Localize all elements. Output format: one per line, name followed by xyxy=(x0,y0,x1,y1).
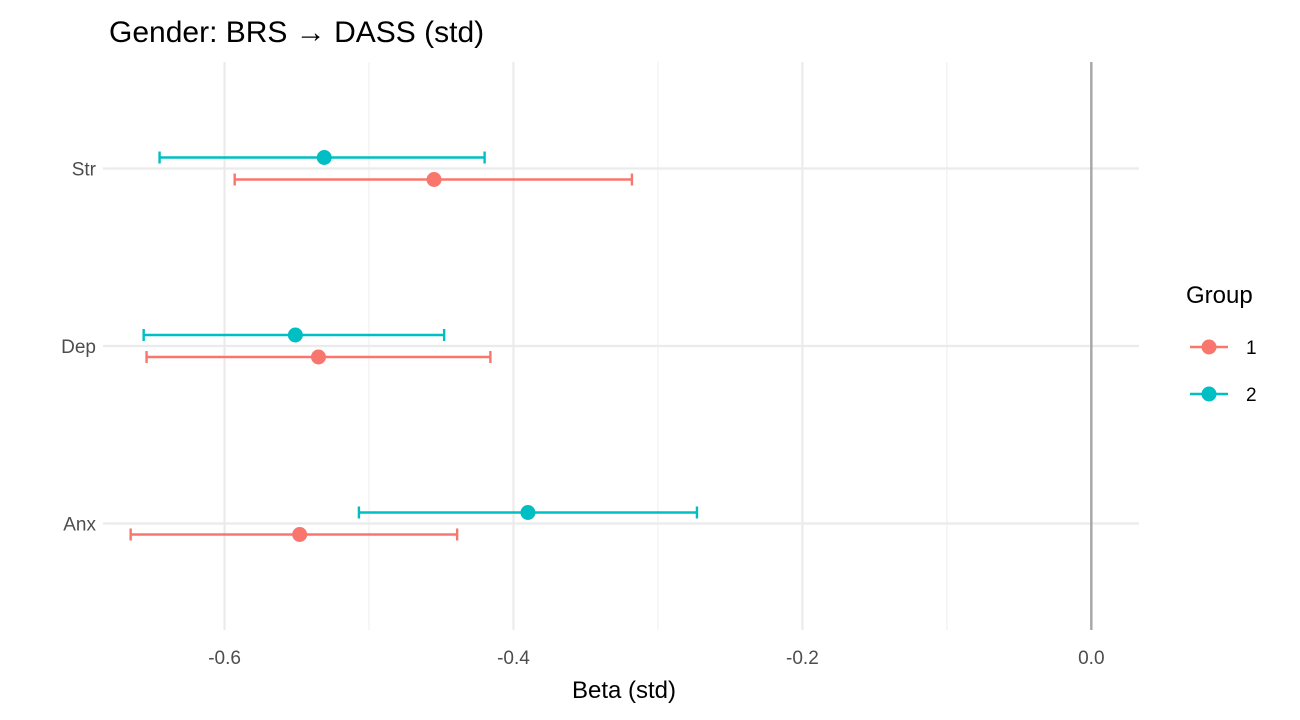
x-axis-ticks: -0.6 -0.4 -0.2 0.0 xyxy=(208,648,1104,669)
legend-label: 2 xyxy=(1246,385,1257,406)
y-tick-label: Str xyxy=(72,160,97,181)
y-tick-label: Anx xyxy=(63,515,96,536)
point-estimate xyxy=(316,150,332,165)
point-group-series-2-Anx xyxy=(357,505,699,520)
y-tick-label: Dep xyxy=(61,337,96,358)
legend-item-1: 1 xyxy=(1190,338,1257,359)
y-axis-ticks: Str Dep Anx xyxy=(61,160,109,536)
chart-title: Gender: BRS → DASS (std) xyxy=(109,16,484,49)
legend-key-point xyxy=(1201,386,1217,402)
point-group-series-1-Str xyxy=(233,172,634,187)
point-group-series-2-Str xyxy=(158,150,486,165)
x-tick-label: -0.6 xyxy=(208,648,241,669)
point-group-series-1-Anx xyxy=(129,527,459,542)
point-estimate xyxy=(520,505,536,520)
data-marks xyxy=(129,150,699,542)
legend-item-2: 2 xyxy=(1190,385,1257,406)
point-estimate xyxy=(426,172,442,187)
x-tick-label: -0.4 xyxy=(497,648,530,669)
point-estimate xyxy=(310,349,326,365)
point-group-series-1-Dep xyxy=(145,349,492,365)
legend-label: 1 xyxy=(1246,338,1257,359)
x-axis-title: Beta (std) xyxy=(572,677,676,704)
point-group-series-2-Dep xyxy=(142,327,446,343)
point-estimate xyxy=(292,527,308,542)
point-estimate xyxy=(287,327,303,343)
x-tick-label: -0.2 xyxy=(786,648,819,669)
gridlines xyxy=(109,62,1139,630)
legend: Group 1 2 xyxy=(1186,282,1257,406)
legend-title: Group xyxy=(1186,282,1253,309)
x-tick-label: 0.0 xyxy=(1078,648,1104,669)
legend-key-point xyxy=(1201,339,1217,355)
